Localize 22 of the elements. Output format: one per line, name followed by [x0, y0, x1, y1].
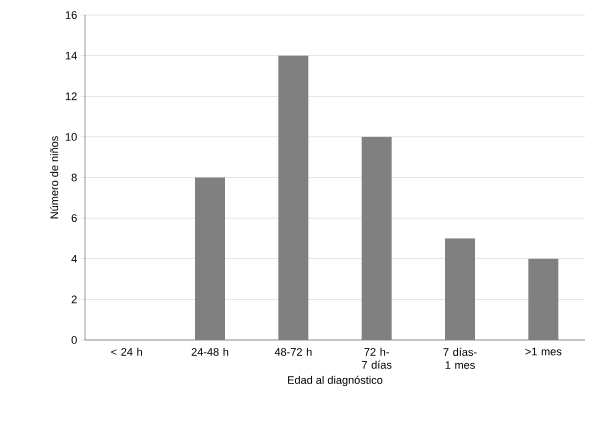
x-tick-label: >1 mes — [525, 348, 562, 356]
y-tick-label: 2 — [72, 296, 77, 304]
y-tick-label: 4 — [71, 254, 77, 263]
y-axis-title: Número de niños — [50, 136, 58, 218]
y-tick-label: 16 — [66, 11, 77, 19]
x-tick-label: 7 días- 1 mes — [444, 348, 477, 369]
y-tick-label: 0 — [72, 336, 77, 344]
y-tick-label: 6 — [72, 214, 77, 222]
bar — [278, 56, 308, 340]
x-tick-label: 48-72 h — [274, 348, 312, 356]
bar — [445, 238, 476, 340]
y-tick-label: 10 — [66, 133, 77, 141]
bar — [362, 136, 392, 340]
x-tick-label: 72 h- 7 días — [362, 348, 392, 369]
bar — [195, 177, 226, 340]
x-tick-label: < 24 h — [111, 348, 142, 356]
x-tick-label: 24-48 h — [192, 348, 228, 356]
y-tick-label: 12 — [66, 92, 77, 100]
bar — [528, 258, 558, 340]
y-tick-label: 8 — [72, 174, 77, 182]
x-axis-title: Edad al diagnóstico — [288, 376, 382, 386]
y-tick-label: 14 — [66, 52, 77, 60]
